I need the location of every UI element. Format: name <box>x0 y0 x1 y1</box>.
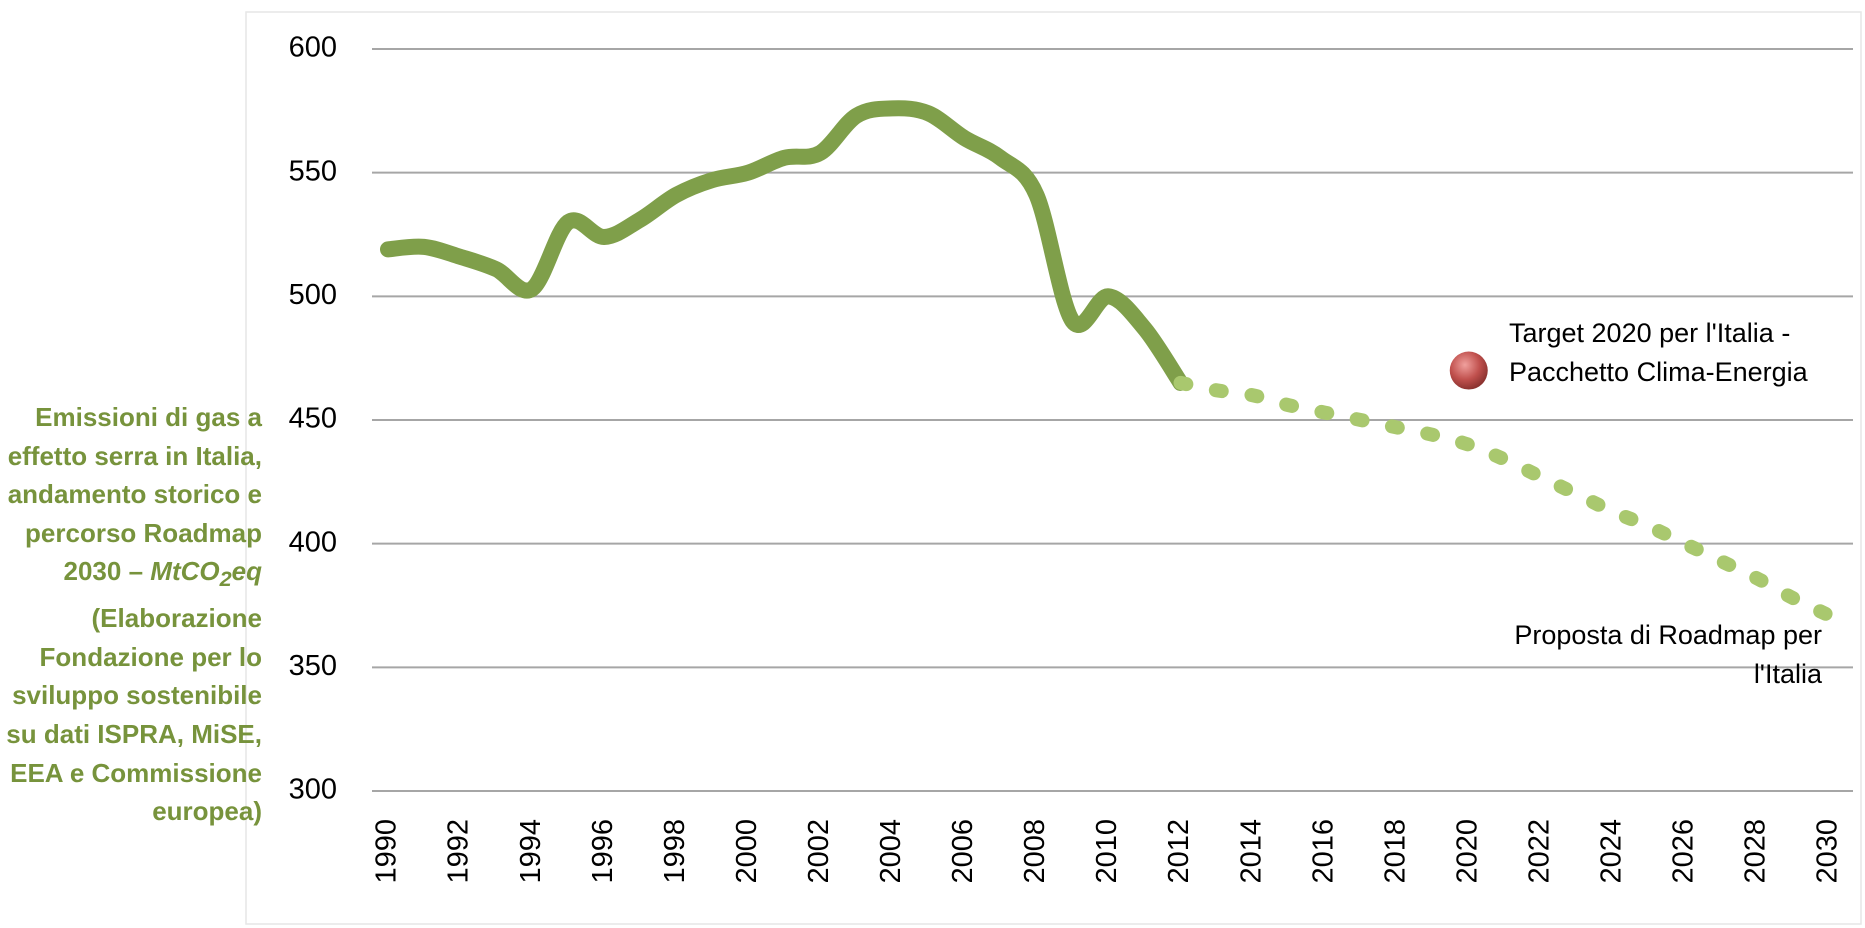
x-tick-label: 2012 <box>1163 819 1195 884</box>
series-line <box>380 100 1189 391</box>
y-tick-label: 600 <box>289 32 337 64</box>
x-tick-label: 1996 <box>587 819 619 884</box>
x-tick-label: 2022 <box>1523 819 1555 884</box>
target-label: Target 2020 per l'Italia - Pacchetto Cli… <box>1509 318 1808 387</box>
y-tick-label: 450 <box>289 403 337 435</box>
x-tick-label: 2014 <box>1235 819 1267 884</box>
x-tick-label: 2030 <box>1812 819 1844 884</box>
x-tick-label: 2026 <box>1668 819 1700 884</box>
y-tick-label: 500 <box>289 279 337 311</box>
source: (Elaborazione Fondazione per lo sviluppo… <box>6 603 262 827</box>
y-tick-label: 550 <box>289 155 337 187</box>
x-tick-label: 1998 <box>659 819 691 884</box>
x-tick-label: 2002 <box>803 819 835 884</box>
unit: eq <box>231 556 262 587</box>
x-tick-label: 2020 <box>1451 819 1483 884</box>
x-tick-label: 1994 <box>515 819 547 884</box>
y-tick-label: 350 <box>289 650 337 682</box>
x-tick-label: 2008 <box>1019 819 1051 884</box>
x-tick-label: 2024 <box>1596 819 1628 884</box>
x-tick-label: 2004 <box>875 819 907 884</box>
target-point <box>1449 351 1488 390</box>
x-tick-label: 2018 <box>1379 819 1411 884</box>
x-tick-label: 2006 <box>947 819 979 884</box>
unit-sub: 2 <box>219 566 232 592</box>
y-tick-label: 400 <box>289 526 337 558</box>
plot-frame <box>245 11 1862 925</box>
y-tick-label: 300 <box>289 774 337 806</box>
chart-title: Emissioni di gas a effetto serra in Ital… <box>0 398 262 831</box>
x-tick-label: 2016 <box>1307 819 1339 884</box>
series-line <box>1173 375 1836 623</box>
title-text: Emissioni di gas a effetto serra in Ital… <box>7 402 262 587</box>
series-label: Proposta di Roadmap per l'Italia <box>1514 620 1822 689</box>
unit: MtCO <box>150 556 220 587</box>
x-tick-label: 1990 <box>371 819 403 884</box>
x-tick-label: 1992 <box>443 819 475 884</box>
x-tick-label: 2028 <box>1740 819 1772 884</box>
x-tick-label: 2010 <box>1091 819 1123 884</box>
x-tick-label: 2000 <box>731 819 763 884</box>
